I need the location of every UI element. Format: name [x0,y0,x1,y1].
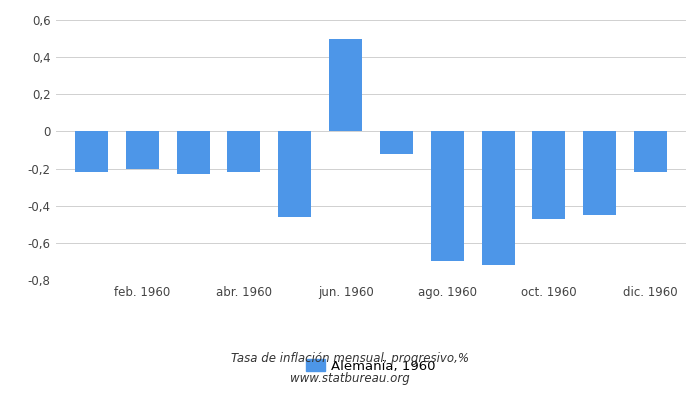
Bar [430,132,463,262]
Bar [380,132,413,154]
Bar [75,132,108,172]
Bar [176,132,210,174]
Bar [634,132,667,172]
Bar [583,132,616,215]
Bar [126,132,159,168]
Bar [532,132,566,219]
Text: www.statbureau.org: www.statbureau.org [290,372,410,385]
Bar [329,38,362,132]
Bar [228,132,260,172]
Bar [482,132,514,265]
Legend: Alemania, 1960: Alemania, 1960 [306,359,436,373]
Bar [279,132,312,217]
Text: Tasa de inflación mensual, progresivo,%: Tasa de inflación mensual, progresivo,% [231,352,469,365]
